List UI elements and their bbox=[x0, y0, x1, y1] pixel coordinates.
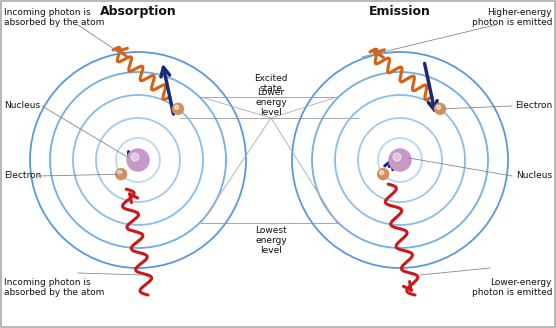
Text: Electron: Electron bbox=[515, 101, 552, 111]
Circle shape bbox=[127, 149, 149, 171]
Text: Electron: Electron bbox=[4, 172, 41, 180]
Text: Absorption: Absorption bbox=[100, 5, 176, 18]
Text: Emission: Emission bbox=[369, 5, 431, 18]
Text: Nucleus: Nucleus bbox=[4, 101, 40, 111]
Circle shape bbox=[378, 169, 389, 180]
Text: Excited
state: Excited state bbox=[254, 74, 288, 93]
Text: Incoming photon is
absorbed by the atom: Incoming photon is absorbed by the atom bbox=[4, 278, 105, 297]
Circle shape bbox=[435, 103, 445, 114]
Circle shape bbox=[436, 105, 440, 109]
Circle shape bbox=[393, 153, 401, 161]
Text: Lower
energy
level: Lower energy level bbox=[255, 88, 287, 117]
Circle shape bbox=[175, 105, 178, 109]
Circle shape bbox=[389, 149, 411, 171]
Text: Nucleus: Nucleus bbox=[516, 172, 552, 180]
Circle shape bbox=[118, 171, 122, 174]
Text: Lower-energy
photon is emitted: Lower-energy photon is emitted bbox=[471, 278, 552, 297]
Text: Lowest
energy
level: Lowest energy level bbox=[255, 226, 287, 255]
Circle shape bbox=[131, 153, 139, 161]
Circle shape bbox=[172, 103, 183, 114]
Text: Higher-energy
photon is emitted: Higher-energy photon is emitted bbox=[471, 8, 552, 28]
Circle shape bbox=[116, 169, 127, 180]
Circle shape bbox=[380, 171, 384, 174]
Text: Incoming photon is
absorbed by the atom: Incoming photon is absorbed by the atom bbox=[4, 8, 105, 28]
